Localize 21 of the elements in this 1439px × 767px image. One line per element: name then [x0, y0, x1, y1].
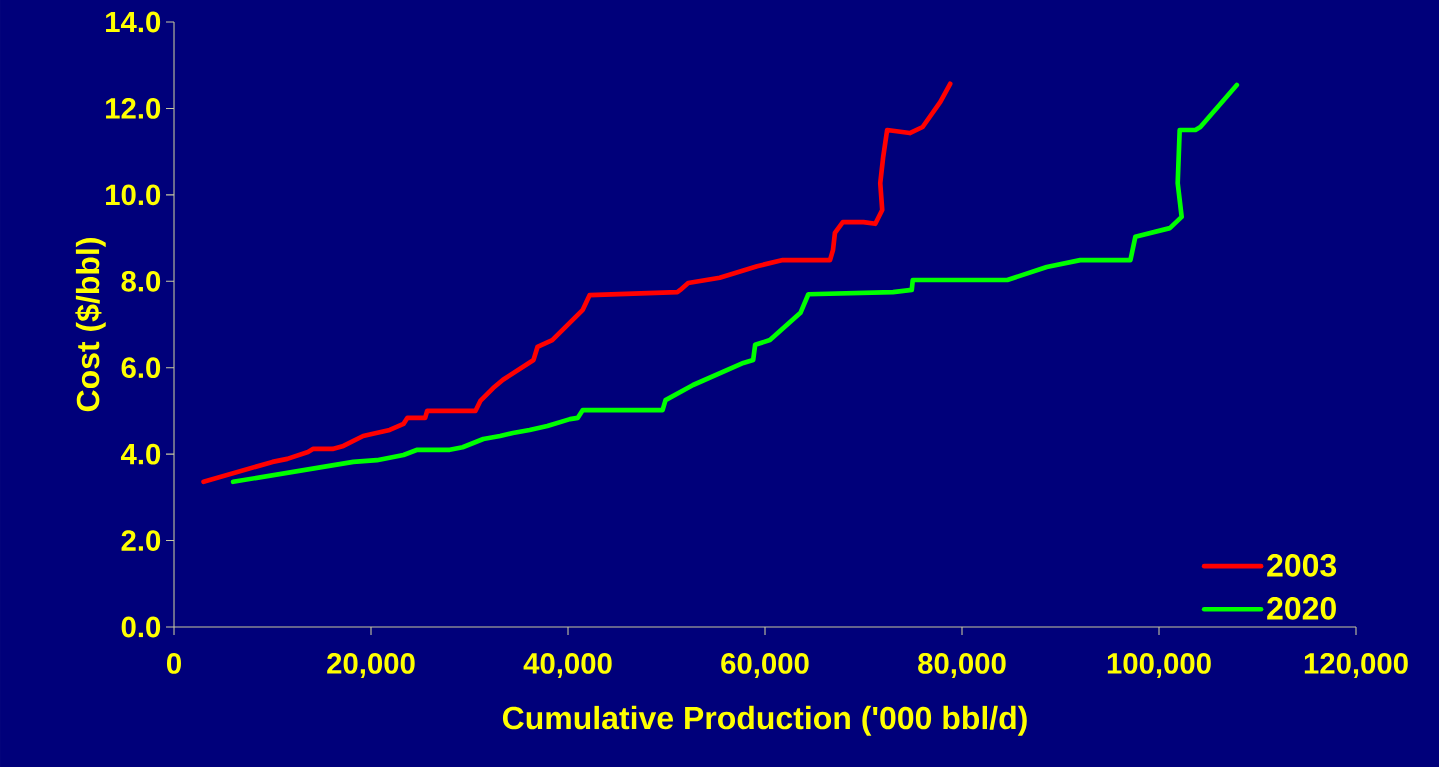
x-tick-label: 60,000 — [721, 653, 809, 679]
x-tick-label: 100,000 — [1107, 653, 1211, 679]
line-series — [230, 82, 1240, 485]
x-tick-label: 80,000 — [918, 653, 1006, 679]
y-tick-label: 2.0 — [121, 530, 161, 551]
legend-label: 2020 — [1267, 597, 1336, 620]
y-axis-title: Cost ($/bbl) — [75, 238, 106, 412]
y-tick-label: 4.0 — [120, 443, 161, 465]
legend-label: 2003 — [1267, 554, 1337, 577]
y-tick-label: 6.0 — [121, 357, 161, 379]
x-tick-label: 120,000 — [1304, 653, 1408, 679]
y-tick-label: 14.0 — [106, 11, 161, 33]
x-tick-label: 20,000 — [327, 653, 415, 679]
y-tick-label: 0.0 — [121, 616, 161, 638]
y-tick-label: 8.0 — [121, 270, 161, 292]
x-tick-label: 40,000 — [523, 653, 612, 679]
x-axis-title: Cumulative Production ('000 bbl/d) — [502, 705, 1027, 736]
y-tick-label: 12.0 — [106, 98, 161, 119]
y-tick-label: 10.0 — [106, 184, 161, 206]
line-series — [201, 81, 953, 485]
x-tick-label: 0 — [167, 653, 181, 674]
